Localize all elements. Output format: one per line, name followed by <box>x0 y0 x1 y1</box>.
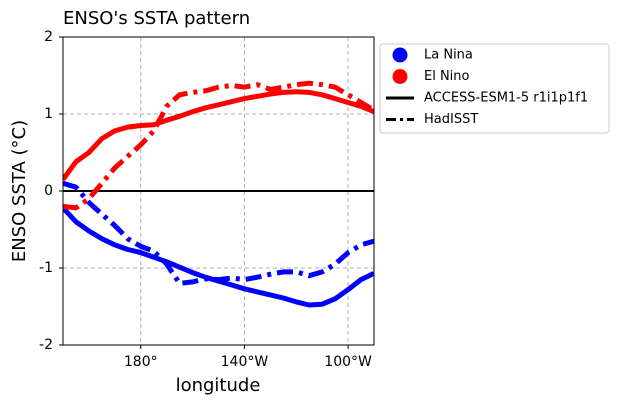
y-tick-label: 0 <box>44 183 53 199</box>
series-line <box>63 80 374 211</box>
y-tick-label: -2 <box>39 337 53 353</box>
series-line <box>63 180 374 286</box>
series-line <box>63 89 374 181</box>
y-tick-label: 2 <box>44 29 53 45</box>
plot-area <box>63 36 374 346</box>
legend-label: HadISST <box>424 112 478 127</box>
x-tick-label: 180° <box>124 354 158 370</box>
legend-marker <box>392 69 408 84</box>
legend-label: ACCESS-ESM1-5 r1i1p1f1 <box>424 91 588 106</box>
y-tick-label: 1 <box>44 106 53 122</box>
y-tick-label: -1 <box>39 260 53 276</box>
x-axis-label: longitude <box>176 375 261 396</box>
chart-title: ENSO's SSTA pattern <box>63 8 250 29</box>
legend-label: El Nino <box>424 69 470 84</box>
y-axis-label: ENSO SSTA (°C) <box>9 120 30 262</box>
legend-marker <box>392 47 408 63</box>
x-tick-label: 100°W <box>324 354 372 370</box>
legend-box <box>379 43 610 134</box>
legend-label: La Nina <box>424 48 473 63</box>
x-tick-label: 140°W <box>221 354 269 370</box>
series-line <box>63 206 374 308</box>
